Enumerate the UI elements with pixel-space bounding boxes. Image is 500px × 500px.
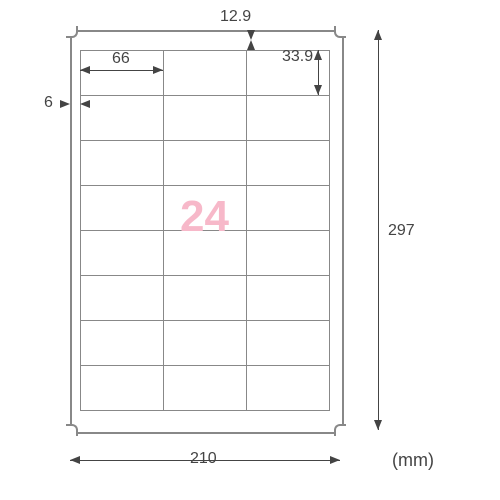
corner-notch (66, 26, 78, 38)
dim-cell-width: 66 (112, 50, 130, 68)
grid-hline (80, 275, 330, 276)
arrow-down-icon (247, 30, 255, 40)
grid-hline (80, 185, 330, 186)
arrow-down-icon (374, 420, 382, 430)
dim-line (378, 30, 379, 430)
corner-notch (66, 424, 78, 436)
arrow-up-icon (374, 30, 382, 40)
arrow-right-icon (153, 66, 163, 74)
arrow-left-icon (70, 456, 80, 464)
arrow-right-icon (60, 100, 70, 108)
grid-hline (80, 140, 330, 141)
dim-sheet-width: 210 (190, 450, 217, 468)
dim-sheet-height: 297 (388, 222, 415, 240)
arrow-up-icon (314, 50, 322, 60)
arrow-left-icon (80, 66, 90, 74)
label-count: 24 (180, 192, 229, 242)
corner-notch (334, 424, 346, 436)
arrow-up-icon (247, 40, 255, 50)
dim-top-margin: 12.9 (220, 8, 251, 26)
dim-cell-height: 33.9 (282, 48, 313, 66)
arrow-right-icon (330, 456, 340, 464)
grid-hline (80, 320, 330, 321)
dim-line (80, 70, 163, 71)
corner-notch (334, 26, 346, 38)
unit-label: (mm) (392, 450, 434, 471)
arrow-down-icon (314, 85, 322, 95)
arrow-left-icon (80, 100, 90, 108)
grid-hline (80, 95, 330, 96)
grid-hline (80, 410, 330, 411)
dim-side-margin: 6 (44, 94, 53, 112)
grid-hline (80, 365, 330, 366)
diagram-stage: 24 12.9 66 33.9 6 297 210 (mm) (0, 0, 500, 500)
